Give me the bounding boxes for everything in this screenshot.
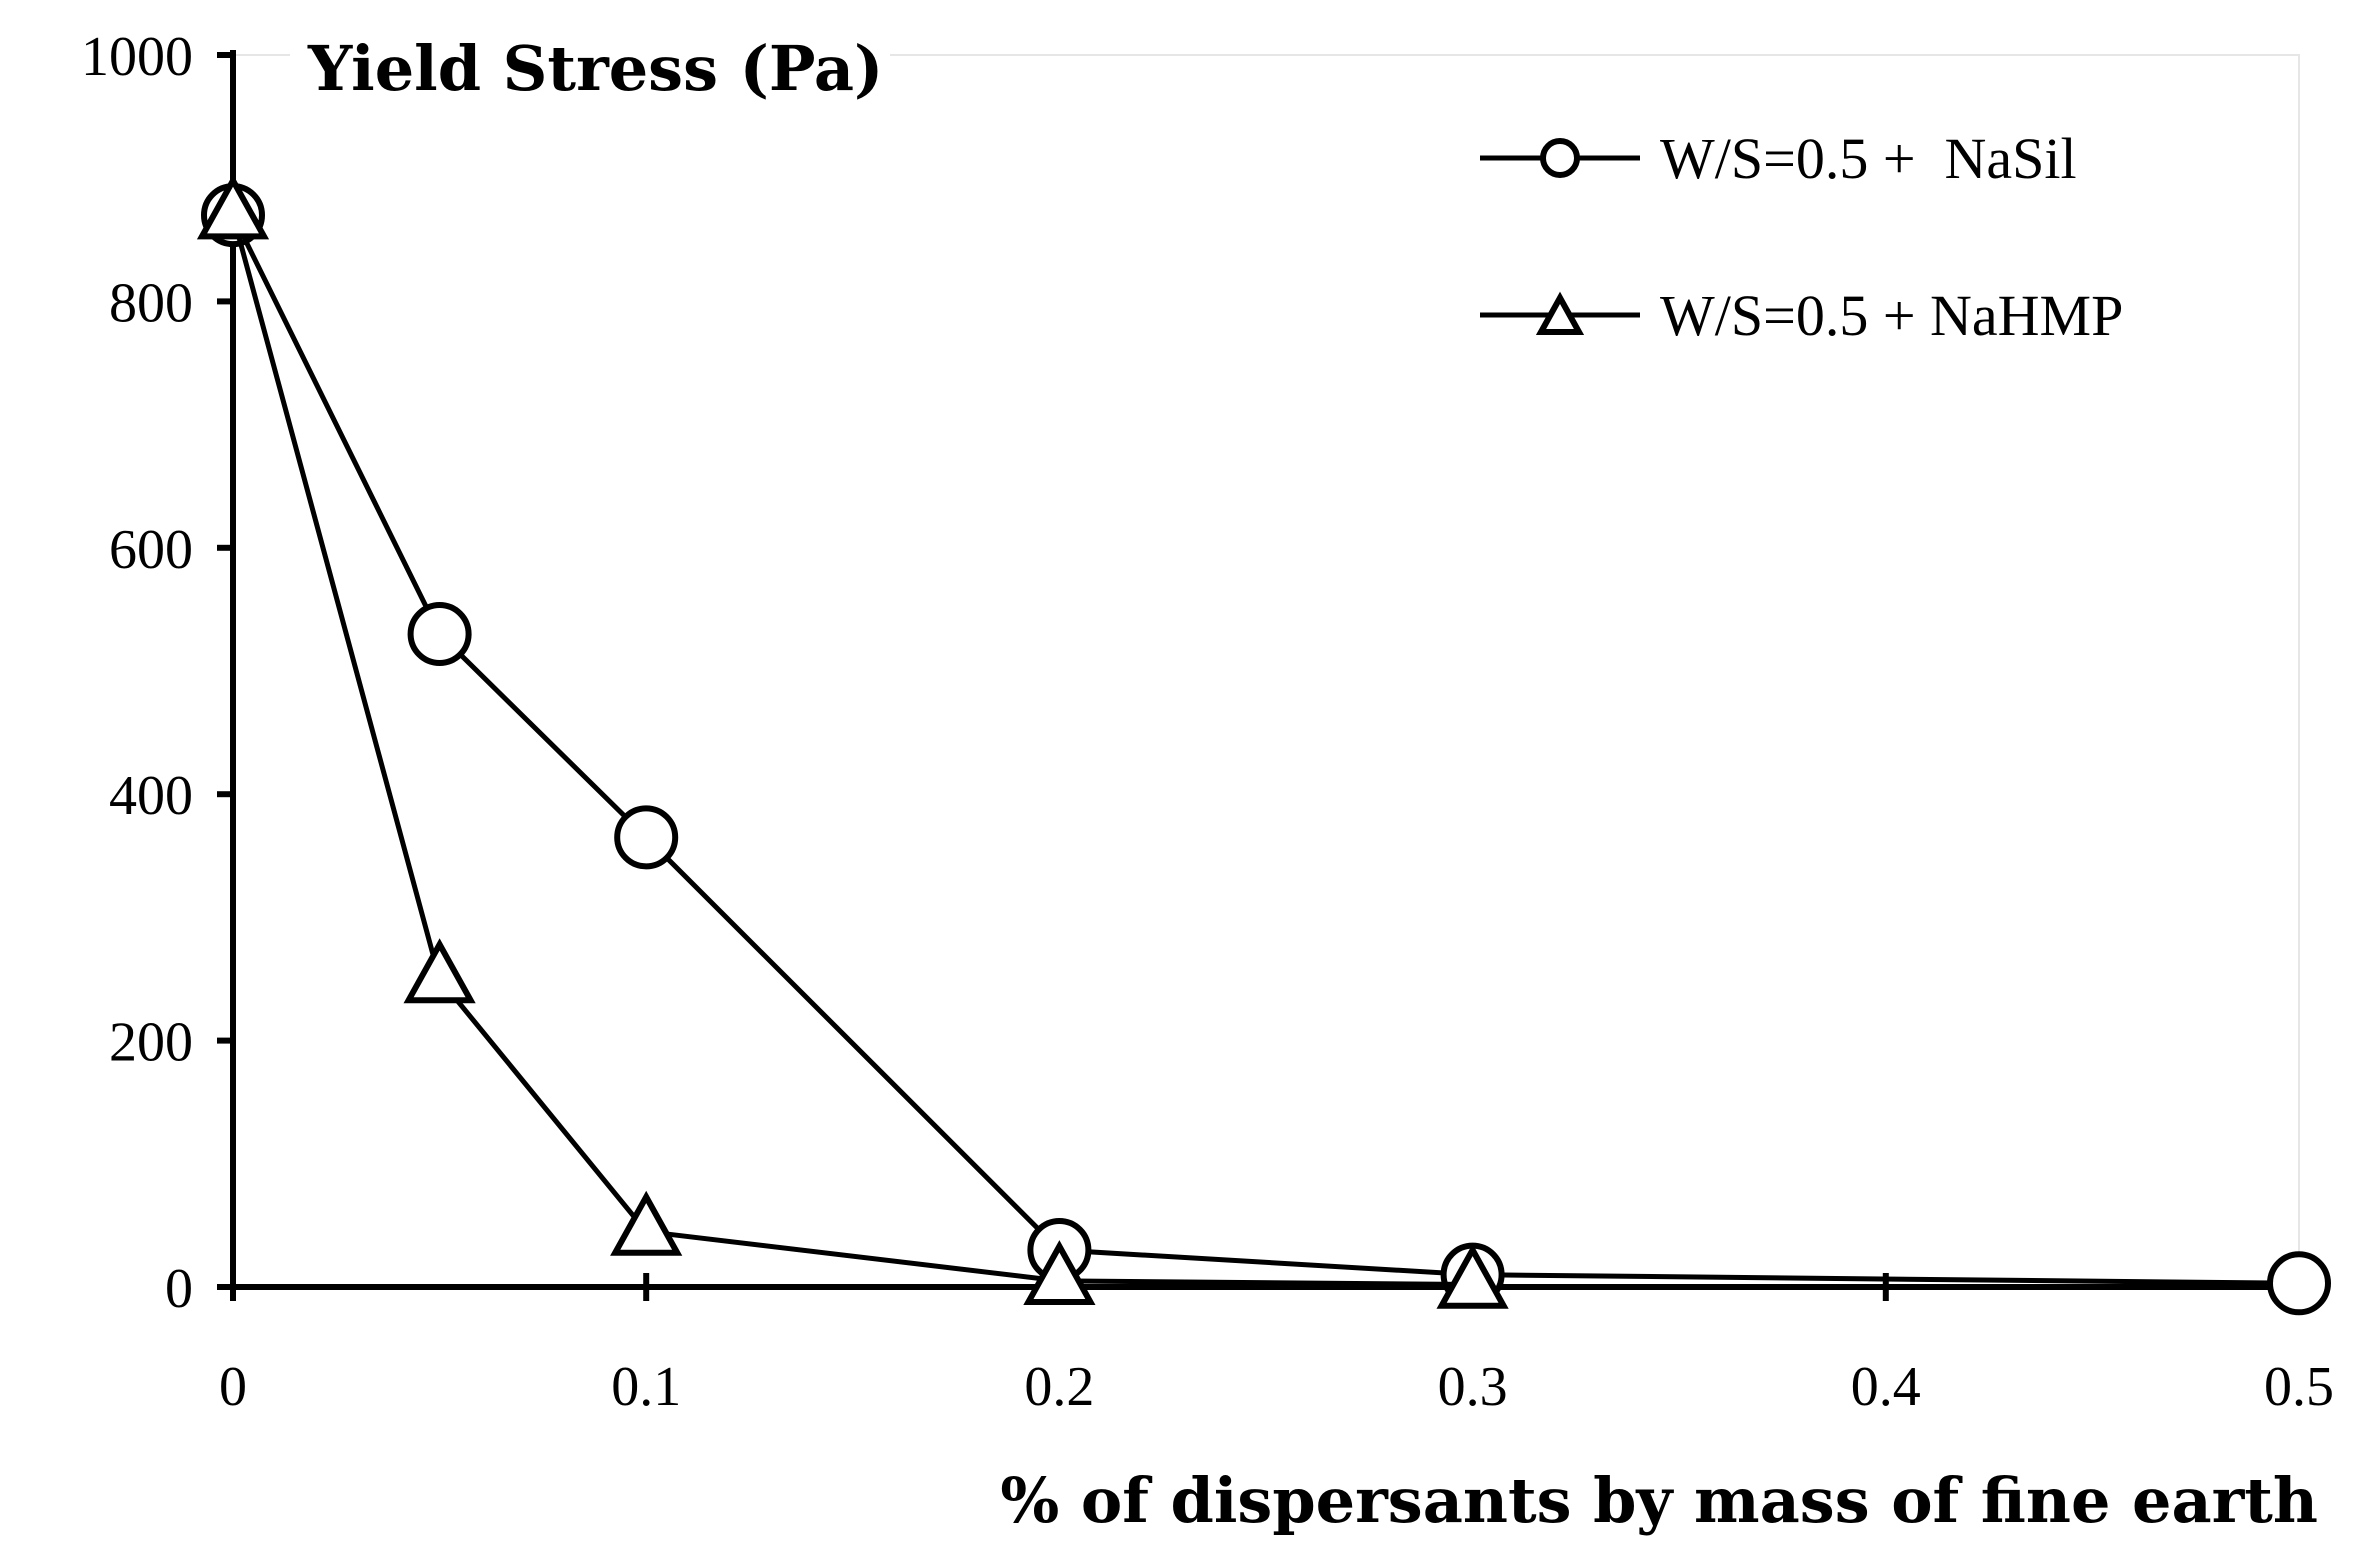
legend-marker-circle bbox=[1540, 138, 1580, 178]
series-layer bbox=[196, 174, 2331, 1316]
x-tick-label: 0.5 bbox=[2264, 1356, 2334, 1418]
y-tick-label: 600 bbox=[109, 519, 193, 581]
data-point-triangle bbox=[1436, 1243, 1509, 1309]
data-point-triangle bbox=[610, 1190, 683, 1256]
y-tick-label: 400 bbox=[109, 765, 193, 827]
legend-label: W/S=0.5 + NaHMP bbox=[1660, 283, 2123, 348]
legend-item-circle: W/S=0.5 + NaSil bbox=[1480, 126, 2077, 191]
y-title-background bbox=[290, 25, 890, 115]
x-tick-label: 0.4 bbox=[1851, 1356, 1921, 1418]
data-point-triangle bbox=[1023, 1240, 1096, 1306]
x-tick-label: 0.2 bbox=[1024, 1356, 1094, 1418]
x-tick-label: 0.1 bbox=[611, 1356, 681, 1418]
x-axis-title: % of dispersants by mass of fine earth bbox=[1000, 1464, 2318, 1537]
series-circle bbox=[201, 183, 2331, 1316]
y-tick-label: 0 bbox=[165, 1258, 193, 1320]
y-tick-label: 200 bbox=[109, 1012, 193, 1074]
data-point-triangle bbox=[403, 938, 476, 1004]
series-line-triangle bbox=[230, 214, 1473, 1288]
data-point-circle bbox=[614, 805, 679, 870]
y-axis-title: Yield Stress (Pa) bbox=[307, 32, 883, 105]
axes: 0 200 400 600 800 1000 0 0.1 0.2 0.3 0.4 0.5 bbox=[81, 26, 2334, 1418]
legend-label: W/S=0.5 + NaSil bbox=[1660, 126, 2077, 191]
y-tick-label: 800 bbox=[109, 272, 193, 334]
legend-item-triangle: W/S=0.5 + NaHMP bbox=[1480, 283, 2123, 348]
series-line-circle bbox=[230, 214, 2300, 1286]
legend-marker-triangle bbox=[1535, 291, 1585, 335]
x-tick-label: 0.3 bbox=[1438, 1356, 1508, 1418]
data-point-triangle bbox=[196, 174, 270, 240]
x-tick-label: 0 bbox=[219, 1356, 247, 1418]
y-tick-label: 1000 bbox=[81, 26, 193, 88]
data-point-circle bbox=[407, 602, 472, 667]
data-point-circle bbox=[2267, 1251, 2331, 1316]
legend: W/S=0.5 + NaSil W/S=0.5 + NaHMP bbox=[1480, 126, 2123, 348]
series-triangle bbox=[196, 174, 1509, 1309]
